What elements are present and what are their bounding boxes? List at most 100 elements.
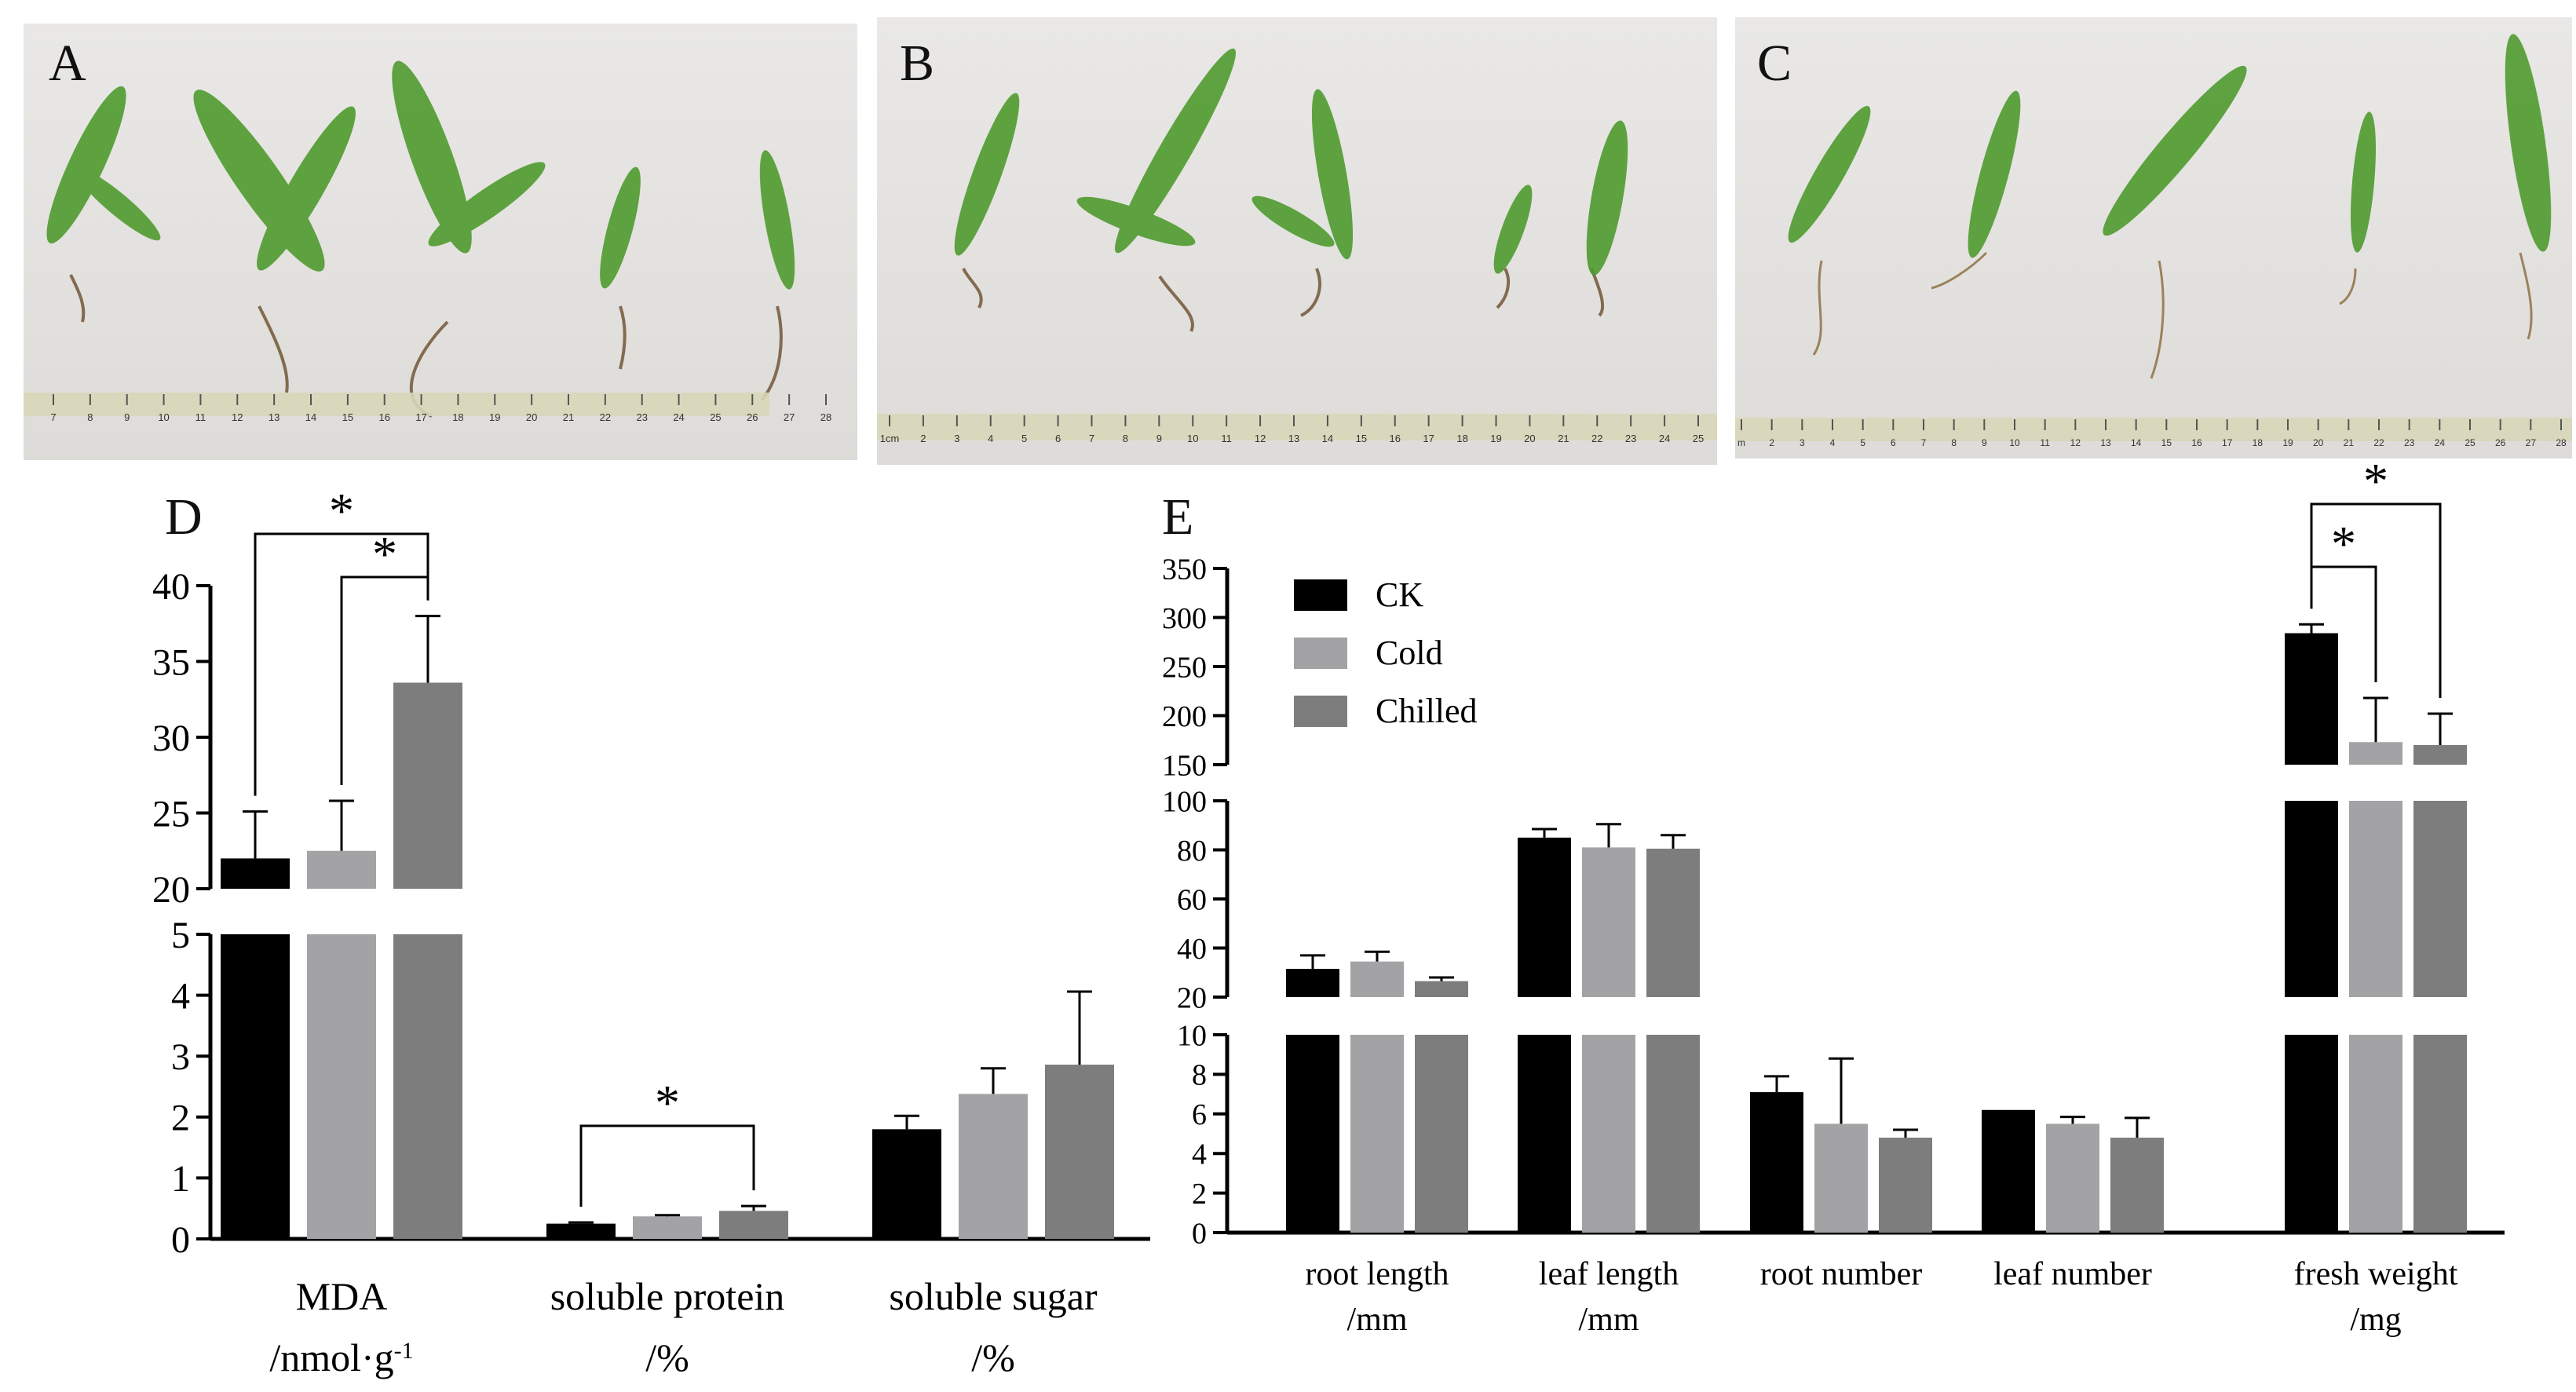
y-tick-label: 20 [1177,981,1207,1014]
ruler-label: 19 [1490,433,1501,444]
bar [2110,1138,2164,1233]
legend-label: Chilled [1376,692,1478,730]
legend-label: Cold [1376,634,1443,672]
y-tick-label: 10 [1177,1019,1207,1052]
ruler-label: 2 [920,433,926,444]
ruler-label: 22 [2373,437,2384,448]
ruler-label: 9 [1156,433,1162,444]
ruler-label: 17 [1423,433,1434,444]
y-tick-label: 0 [1192,1217,1207,1250]
significance-star: * [2331,516,2356,572]
ruler-label: 12 [2070,437,2081,448]
y-tick-label: 250 [1162,651,1207,684]
panel-label-c: C [1757,35,1792,92]
seedlings-photo-a: 7 8 9 10 11 12 13 14 15 16 17 18 19 20 21 22 23 24 25 26 27 2… [24,60,831,423]
y-tick-label: 2 [1192,1178,1207,1211]
ruler-label: 18 [452,411,463,423]
ruler-label: 8 [1951,437,1957,448]
ruler-label: 11 [1221,433,1232,444]
bar [1415,981,1468,997]
ruler-label: 22 [1591,433,1602,444]
ruler-label: 5 [1860,437,1865,448]
ruler-label: 9 [1982,437,1987,448]
bar [1286,969,1339,997]
x-category-label: root number [1760,1256,1922,1292]
bar [2285,1035,2338,1233]
ruler-label: 28 [820,411,831,423]
y-tick-label: 4 [171,975,190,1017]
y-tick-label: 40 [152,566,190,608]
x-category-label: /% [971,1335,1015,1379]
bar [719,1211,788,1239]
x-category-label: /% [645,1335,689,1379]
bar [1350,1035,1404,1233]
bar [221,858,290,889]
ruler-label: 15 [1356,433,1367,444]
x-category-label: /mg [2350,1302,2401,1338]
ruler-label: 7 [50,411,56,423]
chart-panel-d: 0 1 2 3 4 520 25 30 35 40 MDA/nmol·g-1 soluble prot… [152,483,1150,1379]
bar [1646,1035,1700,1233]
legend-swatch [1294,696,1347,727]
ruler-label: 15 [2161,437,2172,448]
ruler-label: 8 [87,411,93,423]
x-category-label: /mm [1346,1302,1407,1338]
ruler-label: m [1737,437,1745,448]
bar [1646,848,1700,997]
x-category-label: leaf length [1539,1256,1679,1292]
bar [1286,1035,1339,1233]
ruler-label: 20 [1524,433,1535,444]
y-tick-label: 60 [1177,883,1207,916]
x-category-label: /mm [1578,1302,1639,1338]
ruler-label: 10 [2009,437,2020,448]
ruler-label: 1cm [880,433,900,444]
ruler-label: 16 [378,411,389,423]
bar [2413,1035,2467,1233]
bar [546,1223,616,1239]
ruler-label: 20 [526,411,537,423]
y-tick-label: 3 [171,1036,190,1078]
ruler-label: 20 [2313,437,2324,448]
ruler-label: 10 [158,411,169,423]
ruler-label: 21 [1558,433,1569,444]
ruler-label: 21 [563,411,574,423]
y-tick-label: 0 [171,1219,190,1261]
bar [959,1094,1028,1239]
bar [2285,801,2338,997]
ruler-c: m 2 3 4 5 6 7 8 9 10 11 12 13 14 15 16 17 18 19 20 21 22 23 24 2… [1737,419,2567,448]
panel-label-d: D [165,488,203,546]
panel-label-b: B [900,35,935,92]
panel-label-e: E [1162,488,1194,546]
y-tick-label: 200 [1162,700,1207,733]
y-tick-label: 6 [1192,1098,1207,1131]
bar [872,1129,941,1239]
ruler-label: 15 [342,411,353,423]
ruler-label: 12 [232,411,243,423]
bar [393,934,462,1239]
y-tick-label: 100 [1162,785,1207,818]
ruler-label: 10 [1187,433,1198,444]
x-category-label: MDA [296,1274,388,1318]
y-tick-label: 5 [171,915,190,956]
legend-swatch [1294,579,1347,611]
ruler-label: 22 [600,411,611,423]
bar [1582,847,1635,997]
ruler-label: 11 [2040,437,2050,448]
ruler-label: 7 [1089,433,1094,444]
bar [221,934,290,1239]
ruler-label: 24 [1659,433,1670,444]
y-tick-label: 150 [1162,749,1207,782]
x-category-label: fresh weight [2294,1256,2458,1292]
bar [1750,1092,1803,1233]
ruler-label: 14 [1322,433,1333,444]
photo-panel-c: m 2 3 4 5 6 7 8 9 10 11 12 13 14 15 16 17 18 19 20 21 22 23 24 2… [1735,17,2572,459]
significance-star: * [2363,453,2388,509]
ruler-label: 13 [269,411,280,423]
ruler-label: 6 [1055,433,1061,444]
significance-bracket [254,532,429,796]
bar [2349,801,2402,997]
significance-bracket [340,575,429,786]
ruler-label: 3 [1800,437,1805,448]
ruler-label: 23 [1625,433,1636,444]
bar [2285,633,2338,765]
